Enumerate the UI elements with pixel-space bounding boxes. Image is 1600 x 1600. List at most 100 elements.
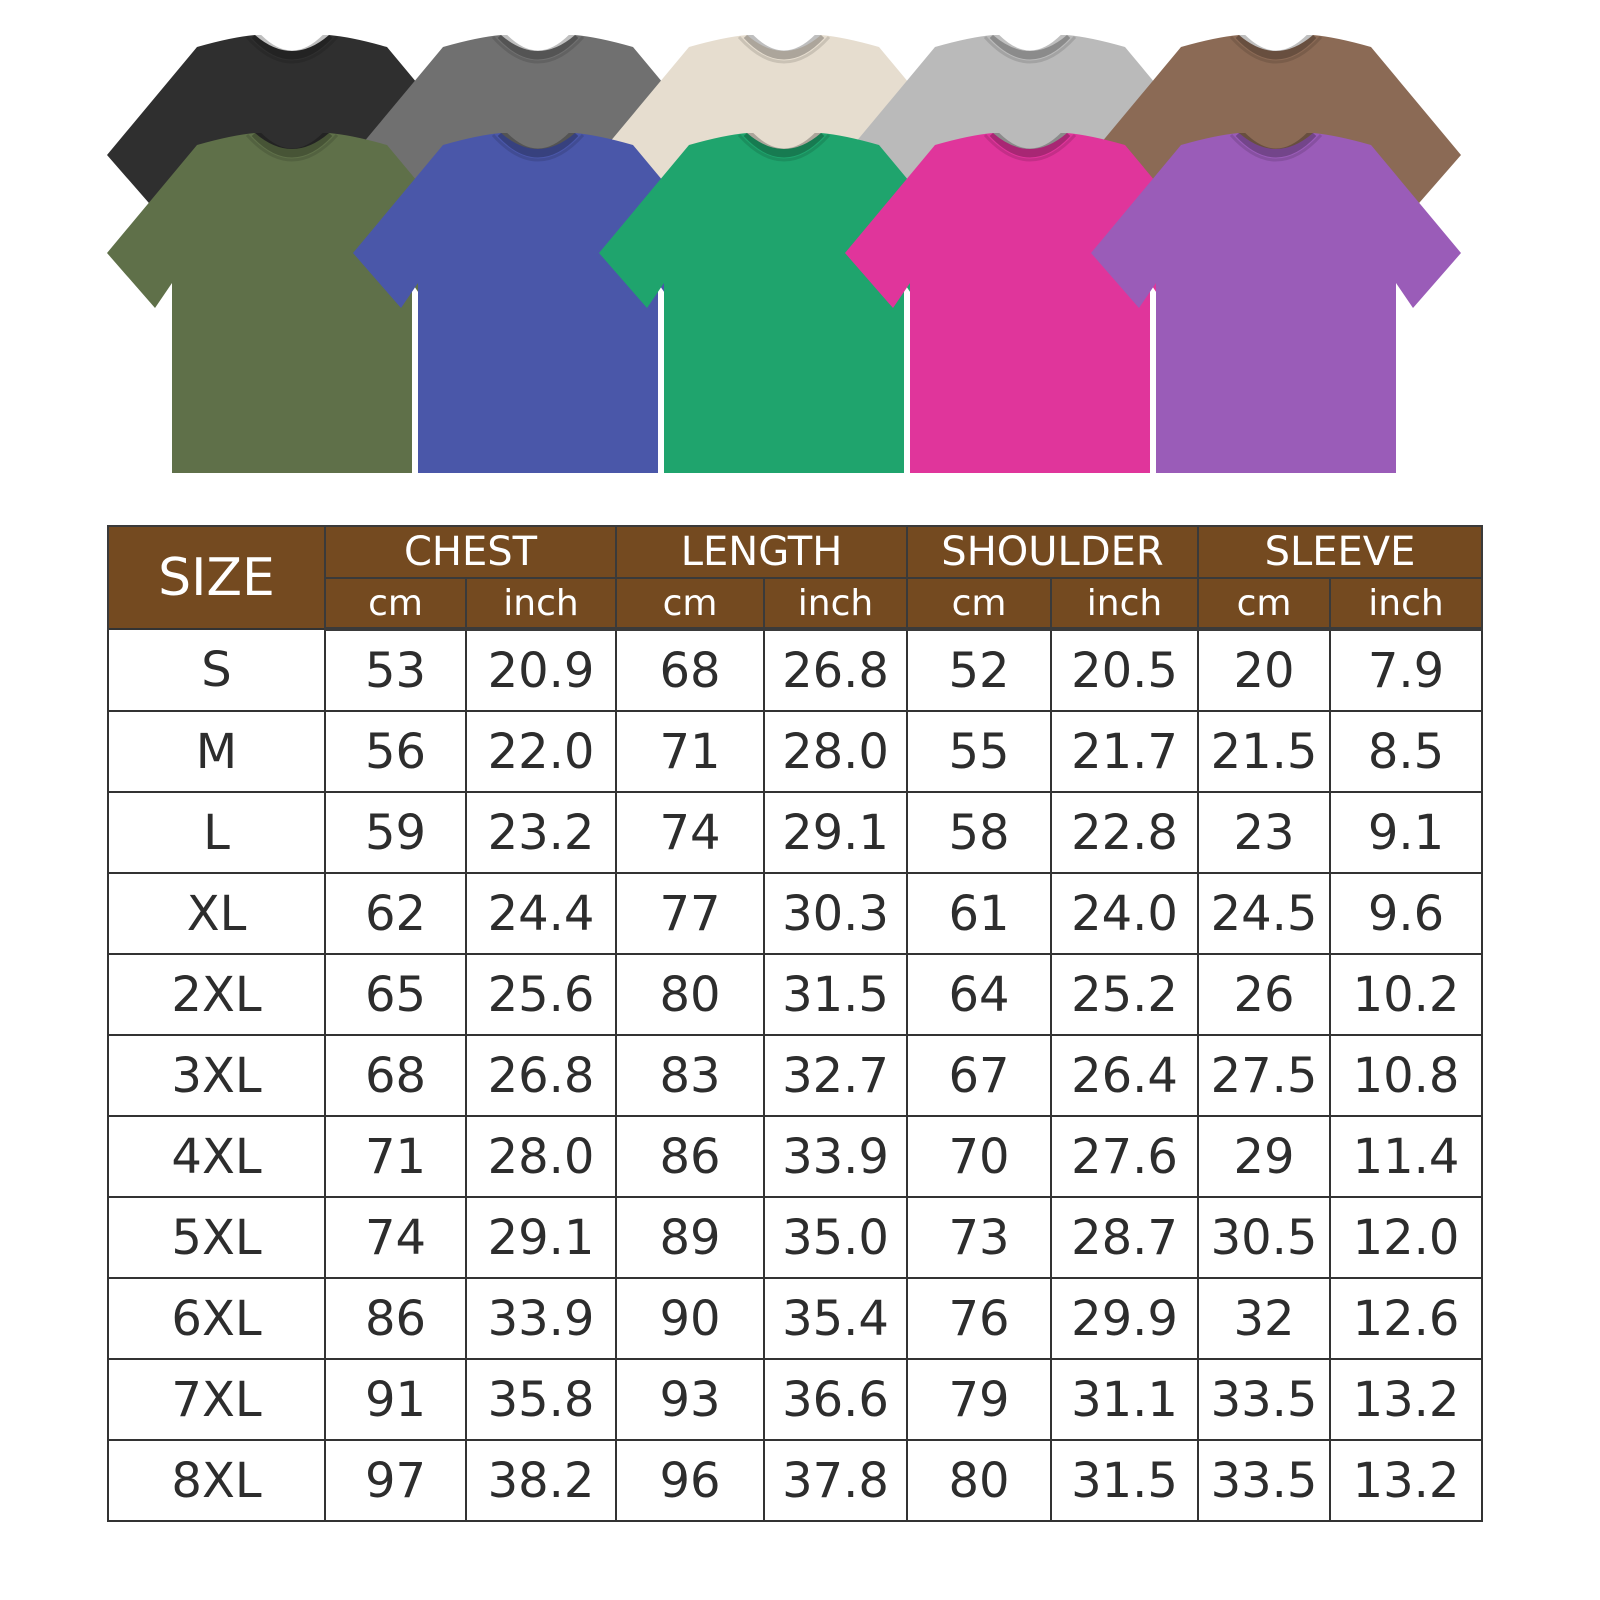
measurement-cell: 90: [615, 1277, 765, 1360]
header-chest: CHEST: [325, 525, 617, 579]
header-unit-inch: inch: [465, 578, 617, 631]
table-row: 2XL 65 25.6 80 31.5 64 25.2 26 10.2: [107, 953, 1483, 1036]
size-cell: S: [107, 628, 326, 712]
measurement-cell: 28.0: [763, 710, 908, 793]
measurement-cell: 22.8: [1050, 791, 1199, 874]
measurement-cell: 26: [1197, 953, 1331, 1036]
measurement-cell: 86: [324, 1277, 467, 1360]
measurement-cell: 26.8: [763, 628, 908, 712]
measurement-cell: 58: [906, 791, 1052, 874]
table-row: L 59 23.2 74 29.1 58 22.8 23 9.1: [107, 791, 1483, 874]
size-cell: M: [107, 710, 326, 793]
measurement-cell: 65: [324, 953, 467, 1036]
measurement-cell: 67: [906, 1034, 1052, 1117]
measurement-cell: 29.1: [465, 1196, 617, 1279]
measurement-cell: 83: [615, 1034, 765, 1117]
measurement-cell: 10.8: [1329, 1034, 1483, 1117]
measurement-cell: 21.5: [1197, 710, 1331, 793]
table-row: 6XL 86 33.9 90 35.4 76 29.9 32 12.6: [107, 1277, 1483, 1360]
measurement-cell: 79: [906, 1358, 1052, 1441]
tshirt-purple: [1091, 133, 1461, 473]
measurement-cell: 56: [324, 710, 467, 793]
measurement-cell: 29.9: [1050, 1277, 1199, 1360]
measurement-cell: 70: [906, 1115, 1052, 1198]
measurement-cell: 20: [1197, 628, 1331, 712]
size-cell: 2XL: [107, 953, 326, 1036]
header-unit-cm: cm: [324, 578, 466, 631]
tshirt-color-gallery: [0, 0, 1600, 500]
measurement-cell: 76: [906, 1277, 1052, 1360]
measurement-cell: 73: [906, 1196, 1052, 1279]
measurement-cell: 21.7: [1050, 710, 1199, 793]
measurement-cell: 7.9: [1329, 628, 1483, 712]
measurement-cell: 9.1: [1329, 791, 1483, 874]
measurement-cell: 27.5: [1197, 1034, 1331, 1117]
measurement-cell: 24.0: [1050, 872, 1199, 955]
header-unit-inch: inch: [1329, 578, 1483, 631]
measurement-cell: 36.6: [763, 1358, 908, 1441]
measurement-cell: 64: [906, 953, 1052, 1036]
measurement-cell: 37.8: [763, 1439, 908, 1522]
table-row: 7XL 91 35.8 93 36.6 79 31.1 33.5 13.2: [107, 1358, 1483, 1441]
measurement-cell: 23.2: [465, 791, 617, 874]
measurement-cell: 13.2: [1329, 1358, 1483, 1441]
measurement-cell: 27.6: [1050, 1115, 1199, 1198]
measurement-cell: 35.8: [465, 1358, 617, 1441]
table-row: S 53 20.9 68 26.8 52 20.5 20 7.9: [107, 628, 1483, 712]
measurement-cell: 29: [1197, 1115, 1331, 1198]
header-length: LENGTH: [616, 525, 908, 579]
table-row: 5XL 74 29.1 89 35.0 73 28.7 30.5 12.0: [107, 1196, 1483, 1279]
measurement-cell: 68: [615, 628, 765, 712]
measurement-cell: 38.2: [465, 1439, 617, 1522]
measurement-cell: 31.5: [763, 953, 908, 1036]
measurement-cell: 20.5: [1050, 628, 1199, 712]
measurement-cell: 29.1: [763, 791, 908, 874]
measurement-cell: 28.7: [1050, 1196, 1199, 1279]
size-cell: 8XL: [107, 1439, 326, 1522]
measurement-cell: 24.5: [1197, 872, 1331, 955]
measurement-cell: 68: [324, 1034, 467, 1117]
measurement-cell: 33.5: [1197, 1439, 1331, 1522]
measurement-cell: 25.2: [1050, 953, 1199, 1036]
measurement-cell: 32: [1197, 1277, 1331, 1360]
measurement-cell: 74: [615, 791, 765, 874]
size-cell: 6XL: [107, 1277, 326, 1360]
size-cell: L: [107, 791, 326, 874]
measurement-cell: 20.9: [465, 628, 617, 712]
size-cell: 3XL: [107, 1034, 326, 1117]
measurement-cell: 89: [615, 1196, 765, 1279]
measurement-cell: 93: [615, 1358, 765, 1441]
table-row: M 56 22.0 71 28.0 55 21.7 21.5 8.5: [107, 710, 1483, 793]
measurement-cell: 33.5: [1197, 1358, 1331, 1441]
measurement-cell: 33.9: [763, 1115, 908, 1198]
measurement-cell: 11.4: [1329, 1115, 1483, 1198]
measurement-cell: 28.0: [465, 1115, 617, 1198]
measurement-cell: 33.9: [465, 1277, 617, 1360]
header-shoulder: SHOULDER: [907, 525, 1199, 579]
header-unit-cm: cm: [1198, 578, 1330, 631]
measurement-cell: 26.8: [465, 1034, 617, 1117]
measurement-cell: 80: [906, 1439, 1052, 1522]
header-unit-cm: cm: [907, 578, 1051, 631]
measurement-cell: 80: [615, 953, 765, 1036]
measurement-cell: 30.5: [1197, 1196, 1331, 1279]
measurement-cell: 77: [615, 872, 765, 955]
measurement-cell: 31.5: [1050, 1439, 1199, 1522]
measurement-cell: 10.2: [1329, 953, 1483, 1036]
size-cell: 7XL: [107, 1358, 326, 1441]
size-cell: XL: [107, 872, 326, 955]
measurement-cell: 91: [324, 1358, 467, 1441]
measurement-cell: 31.1: [1050, 1358, 1199, 1441]
measurement-cell: 26.4: [1050, 1034, 1199, 1117]
measurement-cell: 8.5: [1329, 710, 1483, 793]
measurement-cell: 9.6: [1329, 872, 1483, 955]
table-row: XL 62 24.4 77 30.3 61 24.0 24.5 9.6: [107, 872, 1483, 955]
measurement-cell: 71: [324, 1115, 467, 1198]
header-unit-cm: cm: [616, 578, 764, 631]
measurement-cell: 53: [324, 628, 467, 712]
measurement-cell: 35.4: [763, 1277, 908, 1360]
measurement-cell: 96: [615, 1439, 765, 1522]
header-unit-inch: inch: [1050, 578, 1199, 631]
size-chart-table: SIZE CHEST LENGTH SHOULDER SLEEVE cm inch cm inc…: [107, 525, 1483, 1522]
header-sleeve: SLEEVE: [1198, 525, 1483, 579]
